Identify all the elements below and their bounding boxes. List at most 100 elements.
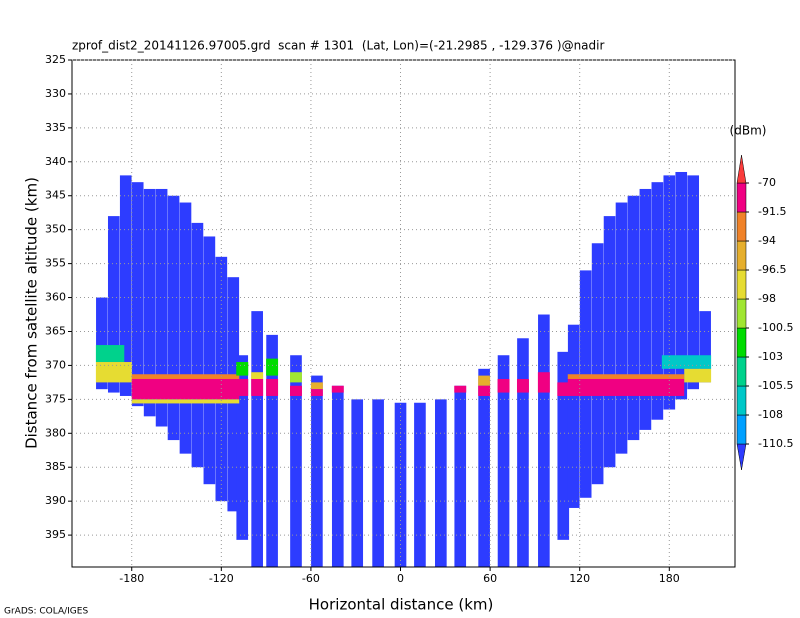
colorbar-swatch — [736, 443, 747, 471]
colorbar-swatch — [736, 385, 747, 416]
profile-column — [454, 385, 467, 567]
colorbar-swatch — [736, 211, 747, 242]
echo-cell — [454, 385, 467, 393]
colorbar-tick-label: -103 — [758, 350, 783, 363]
echo-cell — [236, 362, 249, 376]
echo-cell — [95, 345, 125, 363]
echo-cell — [95, 362, 132, 383]
echo-cell — [497, 378, 510, 393]
x-axis-label: Horizontal distance (km) — [309, 596, 494, 614]
colorbar-swatch — [736, 240, 747, 271]
plot-area — [95, 171, 712, 567]
profile-column — [687, 175, 700, 390]
x-tick-label: -60 — [302, 572, 320, 585]
profile-column — [372, 399, 384, 567]
colorbar-swatch — [736, 182, 747, 213]
colorbar-swatch — [736, 298, 747, 329]
chart-title: zprof_dist2_20141126.97005.grd scan # 13… — [72, 39, 604, 53]
profile-column — [155, 188, 168, 427]
echo-cell — [251, 372, 264, 379]
y-tick-label: 325 — [45, 53, 66, 66]
y-tick-label: 335 — [45, 121, 66, 134]
colorbar-swatch — [736, 327, 747, 358]
footer: GrADS: COLA/IGES — [4, 607, 88, 617]
profile-column — [331, 385, 344, 567]
profile-column — [615, 202, 628, 454]
plot-frame — [71, 59, 736, 568]
profile-column — [517, 338, 529, 567]
profile-column — [251, 311, 263, 567]
y-tick-label: 375 — [45, 392, 66, 405]
profile-column — [699, 311, 711, 383]
y-tick-label: 330 — [45, 87, 66, 100]
colorbar-swatch — [736, 269, 747, 300]
colorbar-label: (dBm) — [730, 124, 767, 138]
echo-cell — [537, 372, 550, 393]
colorbar-tick-label: -110.5 — [758, 437, 793, 450]
colorbar-swatch — [736, 414, 747, 445]
echo-cell — [557, 382, 570, 396]
profile-column — [557, 351, 570, 540]
profile-column — [131, 182, 144, 407]
y-tick-label: 370 — [45, 358, 66, 371]
echo-cell — [131, 378, 240, 400]
y-tick-label: 340 — [45, 155, 66, 168]
echo-cell — [251, 378, 264, 396]
x-tick-label: 120 — [569, 572, 590, 585]
x-tick-label: 0 — [397, 572, 404, 585]
colorbar-tick-label: -100.5 — [758, 321, 793, 334]
y-tick-label: 390 — [45, 494, 66, 507]
colorbar-tick-label: -108 — [758, 408, 783, 421]
profile-column — [675, 171, 688, 400]
profile-column — [119, 175, 132, 396]
echo-cell — [310, 382, 323, 390]
profile-column — [478, 368, 490, 567]
profile-column — [435, 399, 447, 567]
colorbar-tick-label: -96.5 — [758, 263, 786, 276]
profile-column — [639, 188, 652, 430]
echo-cell — [131, 374, 240, 379]
echo-cell — [478, 385, 491, 396]
x-tick-label: 180 — [659, 572, 680, 585]
profile-column — [167, 195, 180, 441]
profile-column — [203, 236, 216, 485]
profile-column — [538, 314, 550, 567]
colorbar-tick-label: -91.5 — [758, 205, 786, 218]
profile-column — [191, 222, 204, 468]
echo-cell — [266, 358, 279, 376]
profile-column — [311, 375, 323, 567]
echo-cell — [661, 355, 712, 369]
echo-cell — [567, 378, 685, 396]
profile-column — [179, 202, 192, 454]
echo-cell — [331, 385, 344, 393]
y-tick-label: 380 — [45, 426, 66, 439]
x-tick-label: 60 — [483, 572, 497, 585]
y-axis-label: Distance from satellite altitude (km) — [23, 177, 41, 449]
x-tick-label: -120 — [209, 572, 234, 585]
y-tick-label: 385 — [45, 460, 66, 473]
profile-column — [603, 216, 616, 468]
y-tick-label: 350 — [45, 223, 66, 236]
x-tick-label: -180 — [119, 572, 144, 585]
colorbar-swatch — [736, 356, 747, 387]
profile-column — [290, 355, 302, 567]
echo-cell — [516, 378, 529, 393]
y-tick-label: 365 — [45, 324, 66, 337]
colorbar-tick-label: -94 — [758, 234, 776, 247]
profile-column — [236, 355, 249, 540]
profile-column — [107, 216, 120, 393]
echo-cell — [684, 368, 712, 383]
profile-column — [143, 188, 156, 417]
y-tick-label: 360 — [45, 291, 66, 304]
profile-column — [591, 243, 604, 485]
y-tick-label: 345 — [45, 189, 66, 202]
profile-column — [414, 402, 426, 567]
colorbar-swatch — [736, 154, 747, 184]
profile-column — [497, 355, 510, 567]
colorbar-tick-label: -98 — [758, 292, 776, 305]
y-tick-label: 395 — [45, 528, 66, 541]
profile-column — [351, 399, 364, 567]
profile-column — [96, 297, 108, 390]
echo-cell — [131, 399, 240, 404]
